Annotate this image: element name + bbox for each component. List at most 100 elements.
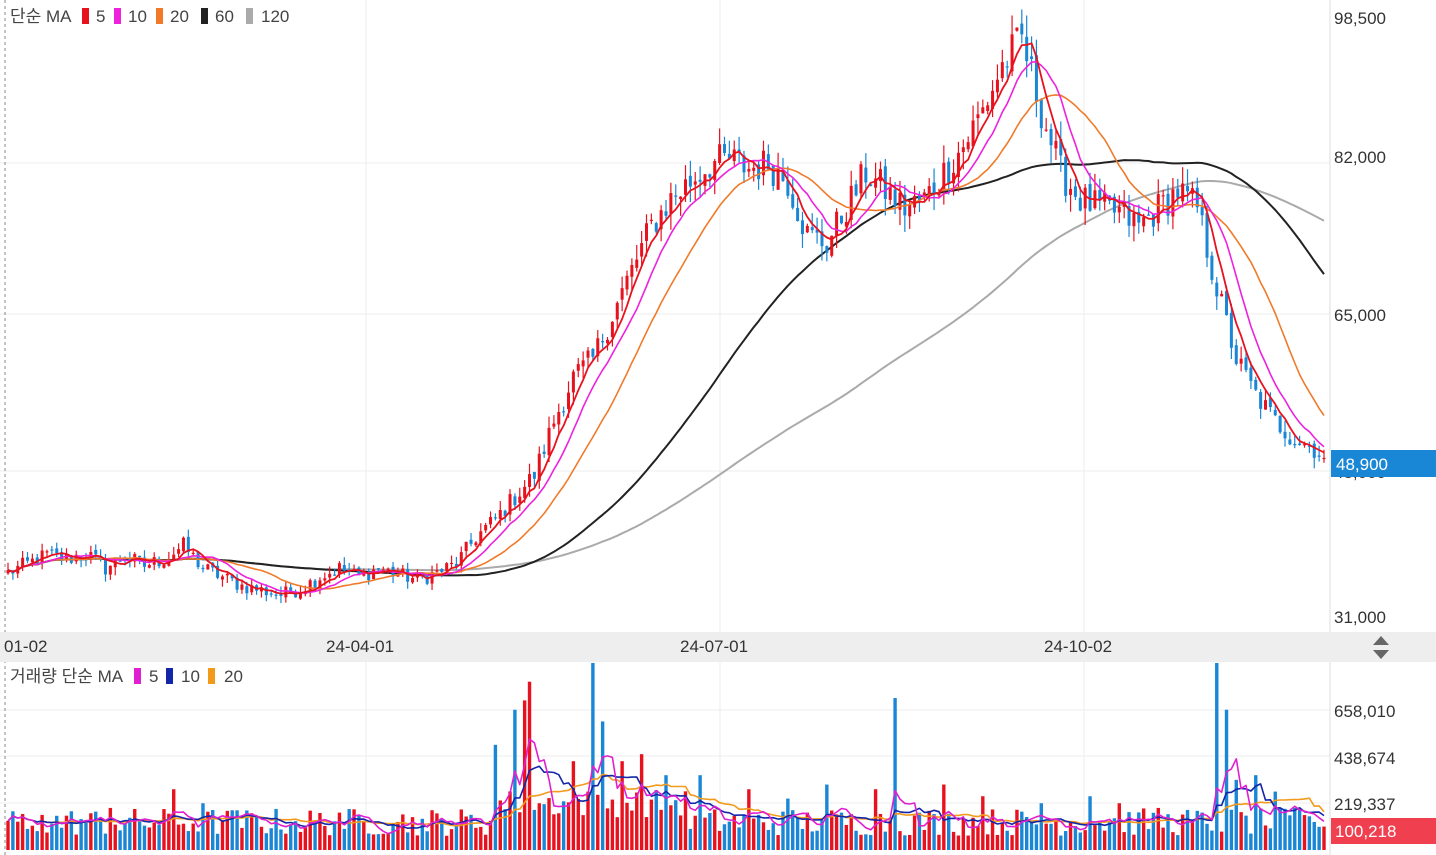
candle-body	[625, 275, 629, 290]
volume-bar	[201, 803, 205, 850]
candle-body	[513, 496, 517, 506]
volume-bar	[1273, 791, 1277, 850]
candle-body	[776, 168, 780, 190]
volume-bar	[128, 817, 132, 850]
volume-bar	[600, 721, 605, 850]
candle-body	[1317, 455, 1321, 457]
last-volume-label: 100,218	[1335, 822, 1396, 841]
candle-body	[216, 565, 220, 578]
volume-bar	[381, 833, 386, 850]
volume-bar	[440, 818, 444, 850]
volume-bar	[1083, 830, 1087, 850]
volume-bar	[1166, 814, 1170, 850]
candle-body	[60, 552, 64, 561]
candle-body	[800, 220, 804, 235]
candle-body	[708, 174, 712, 178]
candle-body	[796, 207, 800, 222]
volume-legend: 거래량 단순 MA 5 10 20	[10, 667, 243, 686]
volume-bar	[303, 827, 308, 850]
volume-bar	[1054, 819, 1058, 850]
volume-bar	[1234, 779, 1238, 850]
volume-bar	[844, 824, 849, 850]
candle-body	[333, 574, 337, 576]
volume-bar	[1000, 822, 1005, 850]
volume-bar	[985, 834, 990, 850]
candle-body	[976, 114, 980, 119]
volume-bar	[610, 799, 615, 850]
volume-bar	[990, 809, 995, 850]
candle-body	[259, 587, 263, 592]
candle-body	[659, 210, 663, 230]
candlesticks	[6, 9, 1326, 604]
volume-bar	[805, 812, 810, 850]
candle-body	[1005, 66, 1009, 68]
volume-bar	[1132, 834, 1136, 850]
ma20-line	[7, 94, 1325, 590]
legend-label-ma120: 120	[261, 7, 289, 26]
candle-body	[683, 179, 688, 195]
volume-bar	[1010, 835, 1014, 850]
volume-bars	[6, 663, 1326, 850]
candle-body	[342, 565, 346, 571]
volume-bar	[1307, 816, 1312, 850]
candle-body	[498, 510, 502, 519]
scale-toggle-icon[interactable]	[1373, 636, 1389, 659]
candle-body	[479, 531, 483, 544]
candle-body	[464, 541, 468, 552]
candle-body	[854, 184, 858, 196]
volume-bar	[903, 835, 907, 850]
candle-body	[440, 568, 444, 572]
volume-bar	[220, 820, 225, 850]
volume-bar	[318, 812, 322, 850]
candle-body	[1059, 139, 1063, 156]
candle-body	[727, 153, 731, 159]
volume-bar	[917, 812, 922, 850]
candle-body	[381, 569, 385, 571]
volume-bar	[1288, 815, 1292, 850]
candle-body	[103, 558, 107, 575]
volume-bar	[820, 820, 824, 850]
candle-body	[89, 551, 93, 557]
volume-bar	[1146, 829, 1151, 850]
volume-bar	[649, 799, 654, 850]
volume-bar	[834, 814, 839, 850]
volume-bar	[313, 821, 317, 850]
candle-body	[537, 453, 541, 481]
candle-body	[1259, 392, 1263, 409]
volume-tick-label: 658,010	[1334, 702, 1395, 721]
volume-bar	[1171, 832, 1175, 850]
volume-bar	[571, 761, 576, 850]
candle-body	[240, 584, 244, 590]
volume-bar	[69, 811, 74, 850]
candle-body	[459, 552, 463, 566]
volume-bar	[1127, 812, 1131, 850]
candle-body	[761, 150, 765, 176]
candle-body	[1273, 409, 1277, 416]
volume-bar	[1020, 811, 1024, 850]
volume-bar	[956, 835, 961, 850]
volume-bar	[269, 828, 273, 850]
candle-body	[1015, 27, 1019, 31]
candle-body	[693, 181, 697, 185]
candle-body	[323, 578, 327, 581]
volume-bar	[230, 810, 234, 850]
candle-body	[191, 552, 195, 554]
legend-label-ma20: 20	[170, 7, 189, 26]
price-legend-title: 단순 MA	[10, 7, 72, 26]
volume-bar	[225, 810, 230, 850]
volume-bar	[1049, 823, 1053, 850]
volume-bar	[1302, 815, 1307, 850]
candle-body	[1020, 23, 1024, 35]
date-label-apr: 24-04-01	[326, 637, 394, 656]
candle-body	[747, 168, 751, 172]
volume-bar	[215, 833, 220, 850]
date-label-oct: 24-10-02	[1044, 637, 1112, 656]
candle-body	[445, 563, 449, 571]
volume-bar	[693, 815, 697, 850]
volume-bar	[786, 798, 790, 850]
volume-bar	[376, 834, 381, 850]
volume-bar	[942, 784, 946, 850]
legend-label-ma10: 10	[128, 7, 147, 26]
